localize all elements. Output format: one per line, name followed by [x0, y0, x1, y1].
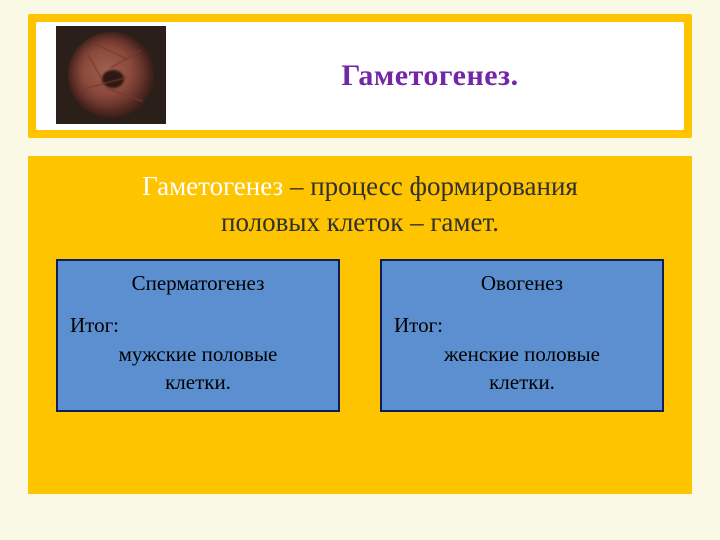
card-result-line2: клетки.: [70, 368, 326, 396]
card-result-line1: женские половые: [394, 340, 650, 368]
card-spermatogenesis: Сперматогенез Итог: мужские половые клет…: [56, 259, 340, 412]
definition-term: Гаметогенез: [142, 171, 283, 201]
content-area: Гаметогенез – процесс формирования полов…: [28, 156, 692, 494]
definition-rest-line1: – процесс формирования: [283, 171, 578, 201]
card-oogenesis: Овогенез Итог: женские половые клетки.: [380, 259, 664, 412]
card-title: Сперматогенез: [70, 269, 326, 297]
egg-cell-image: [56, 26, 166, 124]
egg-cell-icon: [68, 32, 154, 118]
card-result-label: Итог:: [394, 311, 650, 339]
card-result-label: Итог:: [70, 311, 326, 339]
cards-row: Сперматогенез Итог: мужские половые клет…: [46, 259, 674, 412]
header-frame: Гаметогенез.: [28, 14, 692, 138]
card-result-line2: клетки.: [394, 368, 650, 396]
card-title: Овогенез: [394, 269, 650, 297]
definition-line2: половых клеток – гамет.: [221, 207, 499, 237]
card-result-line1: мужские половые: [70, 340, 326, 368]
definition-text: Гаметогенез – процесс формирования полов…: [46, 168, 674, 241]
header-inner: Гаметогенез.: [36, 22, 684, 130]
